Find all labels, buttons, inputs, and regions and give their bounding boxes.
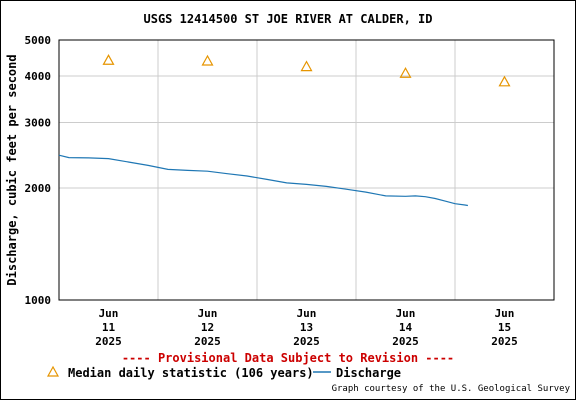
grid-lines [59,40,554,300]
y-tick-label: 5000 [25,34,52,47]
provisional-notice: ---- Provisional Data Subject to Revisio… [121,351,455,365]
legend-median-label: Median daily statistic (106 years) [68,366,314,380]
x-tick-label: 2025 [392,335,419,348]
y-axis-label: Discharge, cubic feet per second [5,54,19,285]
y-tick-label: 1000 [25,294,52,307]
credit-text: Graph courtesy of the U.S. Geological Su… [331,384,570,394]
chart-title: USGS 12414500 ST JOE RIVER AT CALDER, ID [143,12,433,26]
y-tick-label: 3000 [25,117,52,130]
x-tick-label: Jun [297,307,317,320]
median-point [498,75,511,87]
x-tick-label: 2025 [491,335,518,348]
x-tick-label: 11 [102,321,116,334]
x-tick-label: 12 [201,321,214,334]
x-tick-label: Jun [495,307,515,320]
legend-discharge-label: Discharge [336,366,402,380]
y-tick-label: 2000 [25,182,52,195]
x-tick-label: 13 [300,321,313,334]
x-tick-label: Jun [99,307,119,320]
median-point [201,54,214,66]
y-tick-label: 4000 [25,70,52,83]
legend-markers [46,365,331,377]
x-tick-label: 2025 [194,335,221,348]
x-tick-label: 15 [498,321,511,334]
x-tick-label: 2025 [293,335,320,348]
discharge-line [58,154,468,207]
x-tick-label: Jun [198,307,218,320]
legend-median-marker [46,365,60,377]
x-tick-label: 2025 [95,335,122,348]
median-point [300,60,313,72]
median-point [399,67,412,78]
median-point [102,54,115,65]
x-tick-labels: Jun112025Jun122025Jun132025Jun142025Jun1… [95,307,518,348]
series-layer [58,54,511,207]
x-tick-label: 14 [399,321,413,334]
plot-border [58,39,555,301]
y-tick-labels: 1000 2000 3000 4000 5000 [25,34,52,307]
x-tick-label: Jun [396,307,416,320]
